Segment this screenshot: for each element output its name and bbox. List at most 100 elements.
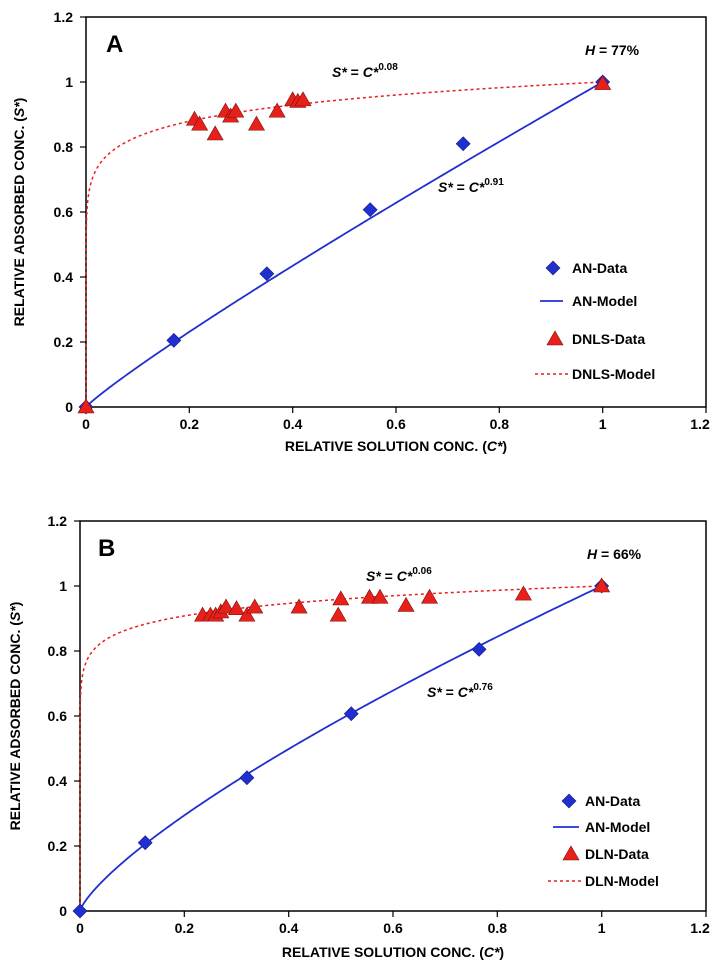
- panel-a-xtick-label: 0: [82, 416, 90, 432]
- an-data-point: [343, 706, 359, 722]
- panel-b-xtick-label: 0: [76, 920, 84, 936]
- legend-marker-an-data: [561, 793, 577, 809]
- panel-a-equation-an: S* = C*0.91: [438, 177, 504, 195]
- panel-a: 0 0.2 0.4 0.6 0.8 1 1.2 0 0.2 0.4 0.6 0.…: [11, 9, 710, 454]
- panel-b-x-ticks: 0 0.2 0.4 0.6 0.8 1 1.2: [76, 911, 710, 936]
- panel-a-x-ticks: 0 0.2 0.4 0.6 0.8 1 1.2: [82, 407, 710, 432]
- panel-b-equation-dln: S* = C*0.06: [366, 566, 432, 584]
- panel-b-ylabel-text: RELATIVE ADSORBED CONC. (: [7, 621, 23, 831]
- an-data-point: [239, 770, 255, 786]
- an-data-point: [455, 136, 471, 152]
- legend-label-an-model: AN-Model: [585, 819, 650, 835]
- panel-a-y-axis-label: RELATIVE ADSORBED CONC. (S*): [11, 98, 27, 327]
- panel-b-marks: [72, 577, 611, 919]
- dnls-model-line: [85, 81, 603, 407]
- panel-a-xtick-label: 0.4: [283, 416, 303, 432]
- dnls-data-point: [77, 398, 95, 414]
- dln-data-point: [217, 598, 235, 614]
- panel-b-humidity-label: H = 66%: [587, 546, 642, 562]
- panel-a-ytick-label: 0.4: [54, 269, 74, 285]
- panel-b-ytick-label: 0.6: [48, 708, 68, 724]
- panel-b-x-axis-label: RELATIVE SOLUTION CONC. (C*): [282, 944, 504, 960]
- legend-label-dln-model: DLN-Model: [585, 873, 659, 889]
- an-data-point: [259, 266, 275, 282]
- dnls-data-point: [594, 75, 612, 90]
- panel-a-plot-area: [85, 16, 707, 408]
- panel-a-ylabel-text: RELATIVE ADSORBED CONC. (: [11, 117, 27, 327]
- panel-b-y-axis-label: RELATIVE ADSORBED CONC. (S*): [7, 602, 23, 831]
- dln-data-point: [329, 606, 347, 622]
- panel-a-xtick-label: 0.6: [386, 416, 406, 432]
- dln-data-point: [514, 585, 532, 601]
- panel-a-letter: A: [106, 31, 123, 58]
- panel-a-marks: [77, 74, 612, 415]
- panel-a-humidity-var: H: [585, 42, 596, 58]
- panel-b-xtick-label: 1: [598, 920, 606, 936]
- dnls-data-point: [227, 102, 245, 118]
- panel-a-y-ticks: 0 0.2 0.4 0.6 0.8 1 1.2: [54, 9, 86, 415]
- dln-data-point: [290, 598, 308, 614]
- panel-a-ylabel-var: S*: [11, 102, 27, 117]
- eq-base: C*: [363, 64, 379, 80]
- legend-label-an-data: AN-Data: [585, 793, 640, 809]
- dln-data-point: [246, 598, 264, 614]
- panel-a-xtick-label: 0.8: [490, 416, 510, 432]
- panel-a-xlabel-end: ): [502, 438, 507, 454]
- panel-a-xtick-label: 0.2: [180, 416, 200, 432]
- panel-a-humidity-label: H = 77%: [585, 42, 640, 58]
- panel-b-ylabel-var: S*: [7, 606, 23, 621]
- dln-data-point: [593, 577, 611, 593]
- dln-data-point: [421, 588, 439, 604]
- dln-model-line: [79, 585, 602, 911]
- eq-mid: =: [442, 684, 458, 700]
- panel-a-xtick-label: 1.2: [690, 416, 710, 432]
- dln-data-point: [397, 596, 415, 612]
- dln-data-point: [238, 606, 256, 622]
- an-data-point: [471, 641, 487, 657]
- eq-exponent: 0.91: [484, 177, 504, 188]
- panel-a-xlabel-text: RELATIVE SOLUTION CONC. (: [285, 438, 487, 454]
- panel-b-xlabel-text: RELATIVE SOLUTION CONC. (: [282, 944, 484, 960]
- panel-b-ytick-label: 0.4: [48, 773, 68, 789]
- eq-lhs: S*: [332, 64, 347, 80]
- eq-base: C*: [397, 568, 413, 584]
- dnls-data-point: [191, 115, 209, 131]
- legend-label-dnls-data: DNLS-Data: [572, 331, 645, 347]
- panel-b-ytick-label: 0.2: [48, 838, 68, 854]
- eq-mid: =: [347, 64, 363, 80]
- panel-b-xlabel-var: C*: [484, 944, 500, 960]
- legend-label-an-model: AN-Model: [572, 293, 637, 309]
- eq-exponent: 0.06: [412, 566, 432, 577]
- legend-label-dln-data: DLN-Data: [585, 846, 649, 862]
- dnls-data-point: [294, 91, 312, 107]
- legend-marker-an-data: [545, 260, 561, 276]
- panel-a-ytick-label: 0.8: [54, 139, 74, 155]
- panel-b-humidity-value: = 66%: [597, 546, 642, 562]
- panel-b-equation-an: S* = C*0.76: [427, 682, 493, 700]
- panel-a-legend: AN-Data AN-Model DNLS-Data DNLS-Model: [535, 260, 655, 382]
- dnls-data-point: [247, 115, 266, 131]
- eq-mid: =: [381, 568, 397, 584]
- panel-a-equation-dnls: S* = C*0.08: [332, 62, 398, 80]
- an-data-point: [137, 835, 153, 851]
- an-data-point: [72, 903, 88, 919]
- dln-data-point: [227, 600, 246, 616]
- panel-a-ytick-label: 0.6: [54, 204, 74, 220]
- panel-b-ylabel-end: ): [7, 602, 23, 607]
- panel-a-x-axis-label: RELATIVE SOLUTION CONC. (C*): [285, 438, 507, 454]
- eq-lhs: S*: [438, 179, 453, 195]
- dln-data-point: [371, 588, 389, 604]
- panel-b-xtick-label: 0.6: [383, 920, 403, 936]
- panel-b-ytick-label: 0.8: [48, 643, 68, 659]
- legend-marker-dnls-data: [546, 330, 564, 346]
- an-data-point: [166, 332, 182, 348]
- panel-b-humidity-var: H: [587, 546, 598, 562]
- eq-exponent: 0.08: [378, 62, 398, 73]
- eq-mid: =: [453, 179, 469, 195]
- panel-a-xtick-label: 1: [599, 416, 607, 432]
- legend-label-an-data: AN-Data: [572, 260, 627, 276]
- panel-b-xtick-label: 0.8: [488, 920, 508, 936]
- eq-exponent: 0.76: [473, 682, 493, 693]
- eq-lhs: S*: [427, 684, 442, 700]
